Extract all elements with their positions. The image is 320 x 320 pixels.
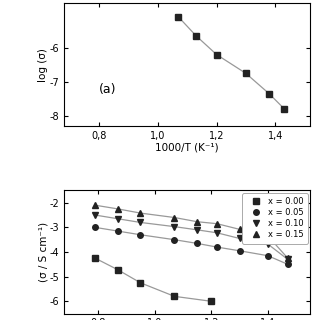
x = 0.10 bbox=[116, 217, 120, 221]
x = 0.05 bbox=[286, 262, 290, 266]
x = 0.05 bbox=[195, 242, 199, 245]
x = 0.15 bbox=[286, 256, 290, 260]
x = 0.10 bbox=[215, 231, 219, 235]
x = 0.15 bbox=[266, 234, 270, 238]
Text: (a): (a) bbox=[99, 83, 116, 96]
Legend: x = 0.00, x = 0.05, x = 0.10, x = 0.15: x = 0.00, x = 0.05, x = 0.10, x = 0.15 bbox=[242, 193, 308, 244]
x = 0.10 bbox=[172, 225, 176, 228]
x = 0.05 bbox=[93, 226, 97, 229]
x = 0.10 bbox=[238, 236, 242, 240]
x = 0.05 bbox=[238, 249, 242, 253]
X-axis label: 1000/T (K⁻¹): 1000/T (K⁻¹) bbox=[156, 143, 219, 153]
x = 0.05 bbox=[116, 229, 120, 233]
x = 0.15 bbox=[238, 228, 242, 231]
x = 0.10 bbox=[286, 258, 290, 261]
x = 0.15 bbox=[215, 222, 219, 226]
Y-axis label: (σ / S cm⁻¹): (σ / S cm⁻¹) bbox=[38, 222, 48, 282]
x = 0.10 bbox=[266, 242, 270, 246]
x = 0.15 bbox=[139, 211, 142, 215]
Y-axis label: log (σ): log (σ) bbox=[38, 48, 48, 82]
x = 0.00 bbox=[209, 300, 213, 303]
x = 0.10 bbox=[93, 213, 97, 217]
x = 0.05 bbox=[215, 245, 219, 249]
Line: x = 0.10: x = 0.10 bbox=[92, 212, 291, 262]
x = 0.00 bbox=[93, 256, 97, 260]
Line: x = 0.05: x = 0.05 bbox=[92, 225, 291, 267]
x = 0.05 bbox=[139, 233, 142, 237]
x = 0.00 bbox=[116, 268, 120, 272]
x = 0.15 bbox=[172, 216, 176, 220]
x = 0.15 bbox=[116, 207, 120, 211]
x = 0.15 bbox=[93, 203, 97, 207]
x = 0.00 bbox=[172, 294, 176, 298]
x = 0.10 bbox=[139, 220, 142, 224]
x = 0.00 bbox=[139, 281, 142, 285]
x = 0.05 bbox=[266, 254, 270, 258]
Line: x = 0.15: x = 0.15 bbox=[92, 203, 291, 261]
Line: x = 0.00: x = 0.00 bbox=[92, 255, 214, 304]
x = 0.15 bbox=[195, 220, 199, 224]
x = 0.05 bbox=[172, 238, 176, 242]
x = 0.10 bbox=[195, 228, 199, 232]
